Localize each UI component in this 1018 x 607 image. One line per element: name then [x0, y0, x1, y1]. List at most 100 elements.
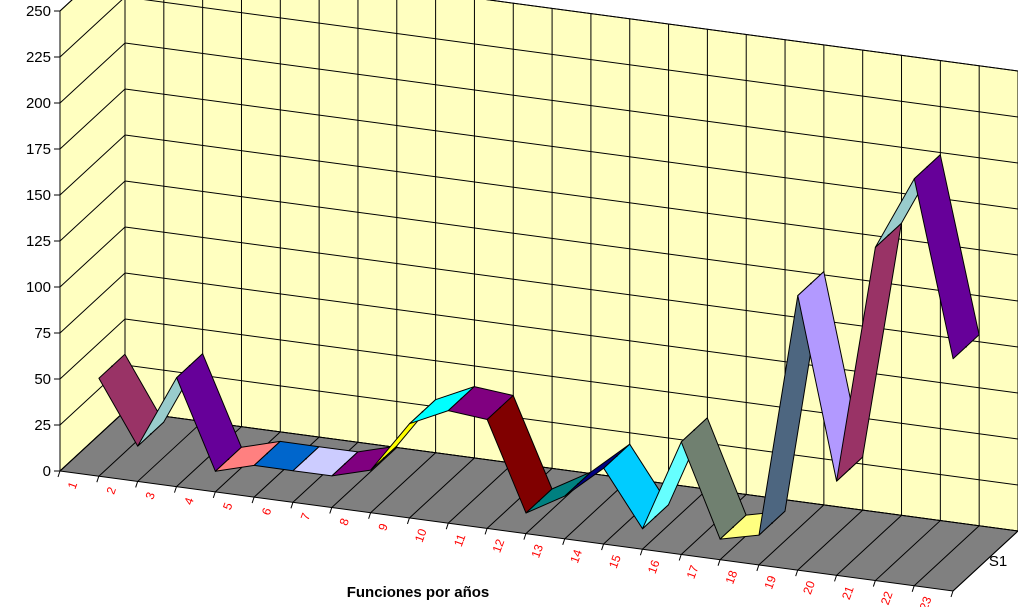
x-tick-label: 12 [490, 537, 508, 555]
x-tick-label: 18 [723, 568, 741, 586]
floor-gridline [797, 509, 864, 571]
y-gridline [59, 0, 1018, 118]
x-tick-mark [290, 502, 294, 509]
y-tick-label: 200 [26, 95, 51, 112]
x-tick-label: 1 [65, 480, 81, 491]
x-tick-mark [834, 575, 837, 582]
x-tick-label: 13 [528, 542, 546, 560]
floor-gridline [836, 514, 902, 576]
floor-gridline [370, 452, 436, 514]
x-tick-label: 3 [142, 490, 158, 501]
x-tick-mark [756, 564, 760, 572]
floor-gridline [758, 504, 825, 566]
data-point [693, 429, 696, 431]
data-point [615, 455, 618, 458]
data-point [771, 522, 773, 524]
x-tick-mark [601, 543, 605, 551]
y-gridline [59, 0, 1018, 72]
x-tick-mark [678, 554, 682, 561]
x-tick-mark [445, 523, 449, 530]
data-point [188, 364, 191, 367]
x-tick-mark [406, 517, 410, 525]
x-axis-ticks: 1 2 3 4 5 6 7 8 9 10 11 12 13 14 15 16 17 18 19 20 21 22 23 [65, 480, 935, 607]
x-tick-label: 22 [878, 589, 896, 607]
data-point [926, 166, 929, 168]
y-tick-label: 225 [26, 49, 51, 66]
x-tick-mark [911, 585, 915, 592]
data-point [149, 433, 152, 435]
data-point [460, 397, 463, 400]
x-tick-mark [96, 476, 100, 483]
data-point [499, 406, 502, 409]
x-tick-mark [562, 538, 566, 545]
x-tick-label: 4 [181, 495, 197, 506]
x-tick-label: 6 [259, 506, 275, 517]
data-point [577, 483, 579, 485]
x-axis-title: Funciones por años [347, 584, 490, 601]
y-axis-ticks: 0 25 50 75 100 125 150 175 200 225 250 [26, 3, 60, 480]
x-tick-mark [639, 549, 643, 556]
ribbon-series-s1 [98, 154, 980, 540]
x-tick-mark [251, 496, 255, 504]
y-tick-label: 25 [34, 417, 51, 434]
x-tick-mark [950, 590, 954, 598]
data-point [810, 282, 812, 285]
data-point [848, 468, 851, 470]
floor-gridline [331, 447, 398, 508]
y-tick-label: 75 [34, 325, 51, 342]
x-tick-label: 5 [220, 500, 236, 511]
x-tick-label: 14 [567, 547, 585, 565]
x-tick-label: 15 [606, 553, 624, 571]
x-tick-mark [795, 569, 799, 577]
data-point [344, 463, 346, 465]
floor-gridline [137, 421, 203, 482]
floor-gridline [447, 462, 514, 524]
data-point [965, 346, 967, 348]
data-point [421, 410, 424, 413]
x-tick-mark [872, 580, 876, 587]
x-tick-label: 8 [337, 516, 353, 527]
x-tick-mark [523, 533, 527, 540]
x-tick-mark [484, 528, 488, 535]
series-label-s1: S1 [989, 553, 1007, 570]
x-tick-mark [368, 512, 372, 519]
y-tick-label: 150 [26, 187, 51, 204]
x-tick-label: 19 [761, 573, 779, 591]
floor-gridline [875, 520, 941, 581]
y-tick-label: 50 [34, 371, 51, 388]
data-point [538, 500, 540, 502]
x-tick-label: 7 [298, 511, 314, 522]
x-tick-label: 11 [451, 532, 469, 549]
x-tick-mark [174, 486, 177, 493]
floor-gridline [59, 410, 126, 472]
floor-gridline [642, 488, 708, 550]
x-tick-label: 9 [375, 521, 391, 532]
y-tick-label: 175 [26, 141, 51, 158]
data-point [111, 365, 113, 368]
data-point [382, 457, 385, 459]
data-point [887, 234, 890, 236]
x-tick-mark [717, 559, 721, 566]
data-point [654, 515, 657, 518]
y-tick-label: 100 [26, 279, 51, 296]
x-tick-mark [212, 491, 216, 499]
ribbon-segment [913, 154, 980, 360]
x-tick-mark [135, 481, 139, 488]
data-point [266, 452, 269, 455]
y-tick-label: 0 [43, 463, 51, 480]
data-point [732, 526, 734, 528]
x-tick-mark [329, 507, 333, 514]
x-tick-label: 2 [104, 485, 120, 496]
x-tick-label: 23 [917, 594, 935, 607]
floor-gridline [913, 525, 980, 587]
y-tick-label: 250 [26, 3, 51, 20]
x-tick-label: 10 [412, 527, 430, 545]
x-tick-label: 21 [839, 584, 857, 602]
data-point [227, 458, 230, 461]
gridlines [57, 0, 1018, 598]
x-tick-label: 20 [800, 579, 818, 597]
floor-gridline [952, 530, 1018, 592]
x-tick-label: 16 [645, 558, 663, 576]
y-tick-label: 125 [26, 233, 51, 250]
